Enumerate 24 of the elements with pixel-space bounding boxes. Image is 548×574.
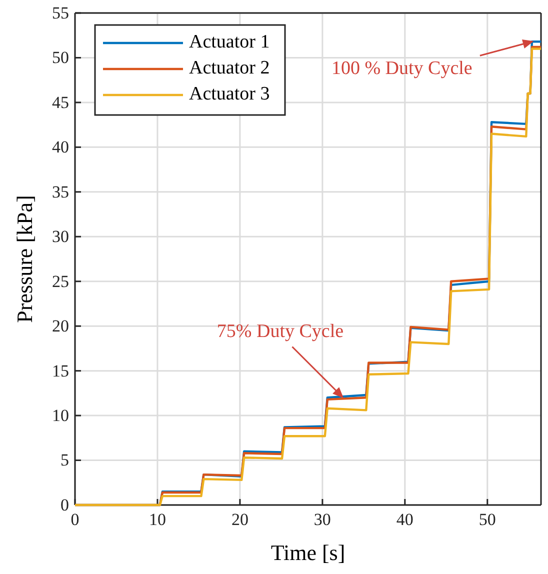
y-tick-label: 25 — [52, 272, 69, 291]
x-tick-label: 40 — [396, 510, 414, 530]
legend-label: Actuator 3 — [189, 83, 270, 104]
y-tick-label: 35 — [52, 182, 69, 202]
y-tick-label: 10 — [52, 406, 69, 425]
x-tick-label: 50 — [478, 510, 496, 530]
legend-label: Actuator 2 — [189, 57, 270, 78]
y-tick-label: 15 — [52, 361, 69, 380]
x-axis-title: Time [s] — [270, 540, 346, 565]
y-tick-label: 40 — [52, 138, 69, 157]
y-tick-label: 20 — [52, 316, 69, 336]
y-tick-label: 0 — [60, 495, 69, 514]
legend-label: Actuator 1 — [189, 31, 270, 52]
y-tick-label: 55 — [52, 3, 69, 22]
y-tick-label: 45 — [52, 92, 69, 112]
y-tick-label: 5 — [60, 450, 69, 470]
y-axis-title: Pressure [kPa] — [12, 195, 37, 323]
x-tick-label: 30 — [314, 510, 331, 530]
annotation: 100 % Duty Cycle — [331, 58, 472, 79]
y-tick-label: 30 — [52, 227, 69, 246]
x-tick-label: 10 — [148, 510, 166, 530]
y-tick-label: 50 — [52, 48, 69, 68]
x-tick-label: 20 — [231, 510, 248, 530]
annotation: 75% Duty Cycle — [216, 321, 344, 342]
